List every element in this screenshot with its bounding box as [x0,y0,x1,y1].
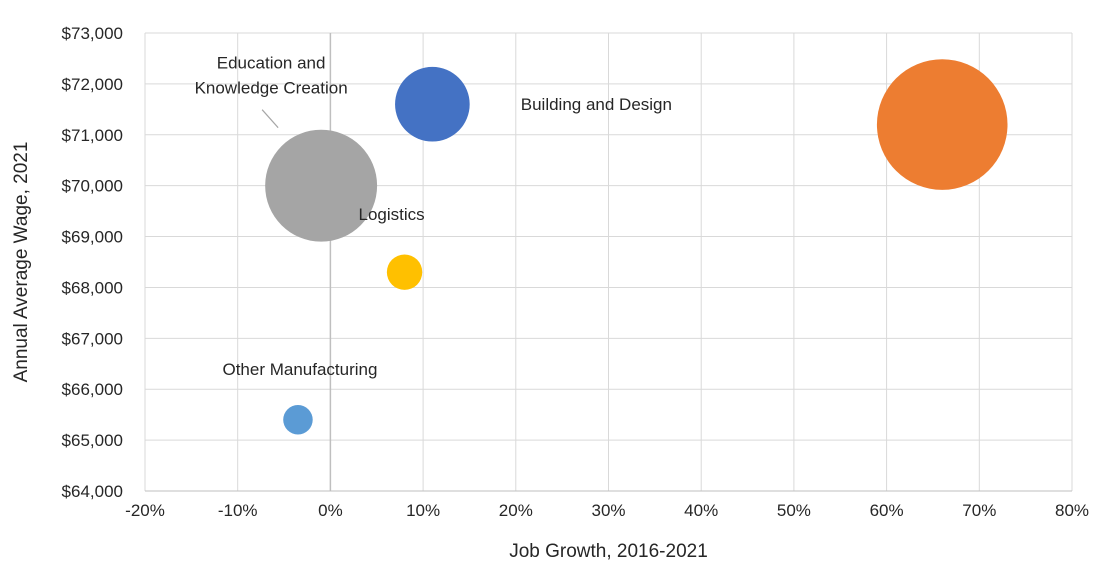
bubble-label-line: Knowledge Creation [195,79,348,98]
leader-lines [261,109,279,129]
y-axis-title: Annual Average Wage, 2021 [11,142,32,383]
y-tick-label: $64,000 [62,482,123,501]
y-tick-label: $71,000 [62,126,123,145]
y-tick-labels: $64,000 $65,000 $66,000 $67,000 $68,000 $69,0… [62,24,123,501]
x-tick-label: 40% [684,501,718,520]
bubble-label-line: Other Manufacturing [222,360,377,379]
bubbles [265,59,1008,435]
y-tick-label: $65,000 [62,431,123,450]
x-tick-label: 10% [406,501,440,520]
y-tick-label: $72,000 [62,75,123,94]
bubble-label-line: Building and Design [521,95,672,114]
x-tick-label: 30% [591,501,625,520]
grid-lines [144,32,1073,491]
x-tick-label: 60% [870,501,904,520]
x-tick-label: 50% [777,501,811,520]
x-tick-label: 70% [962,501,996,520]
y-tick-label: $68,000 [62,278,123,297]
bubble-label-other-manufacturing: Other Manufacturing [222,360,377,379]
bubble-label-line: Logistics [358,205,424,224]
bubble-label-line: Education and [217,54,326,73]
leader-line-education-and-knowledge-creation [261,109,279,129]
bubble-labels: Education and Knowledge Creation Building … [195,54,672,379]
bubble-professional-and-business-services [876,59,1008,190]
x-tick-label: -20% [125,501,165,520]
bubble-building-and-design [395,66,470,142]
axis-lines [145,33,1072,492]
x-tick-labels: -20% -10% 0% 10% 20% 30% 40% 50% 60% 70% 80% [125,501,1089,520]
y-tick-label: $73,000 [62,24,123,43]
bubble-label-education-and-knowledge-creation: Education and Knowledge Creation [195,54,348,98]
bubble-education-and-knowledge-creation [265,129,378,242]
bubble-label-logistics: Logistics [358,205,424,224]
x-tick-label: 20% [499,501,533,520]
x-tick-label: 80% [1055,501,1089,520]
bubble-label-building-and-design: Building and Design [521,95,672,114]
y-tick-label: $70,000 [62,177,123,196]
y-tick-label: $69,000 [62,228,123,247]
y-tick-label: $67,000 [62,329,123,348]
y-tick-label: $66,000 [62,380,123,399]
x-tick-label: 0% [318,501,343,520]
x-axis-title: Job Growth, 2016-2021 [509,541,708,562]
bubble-other-manufacturing [283,405,313,435]
bubble-logistics [386,254,423,290]
x-tick-label: -10% [218,501,258,520]
